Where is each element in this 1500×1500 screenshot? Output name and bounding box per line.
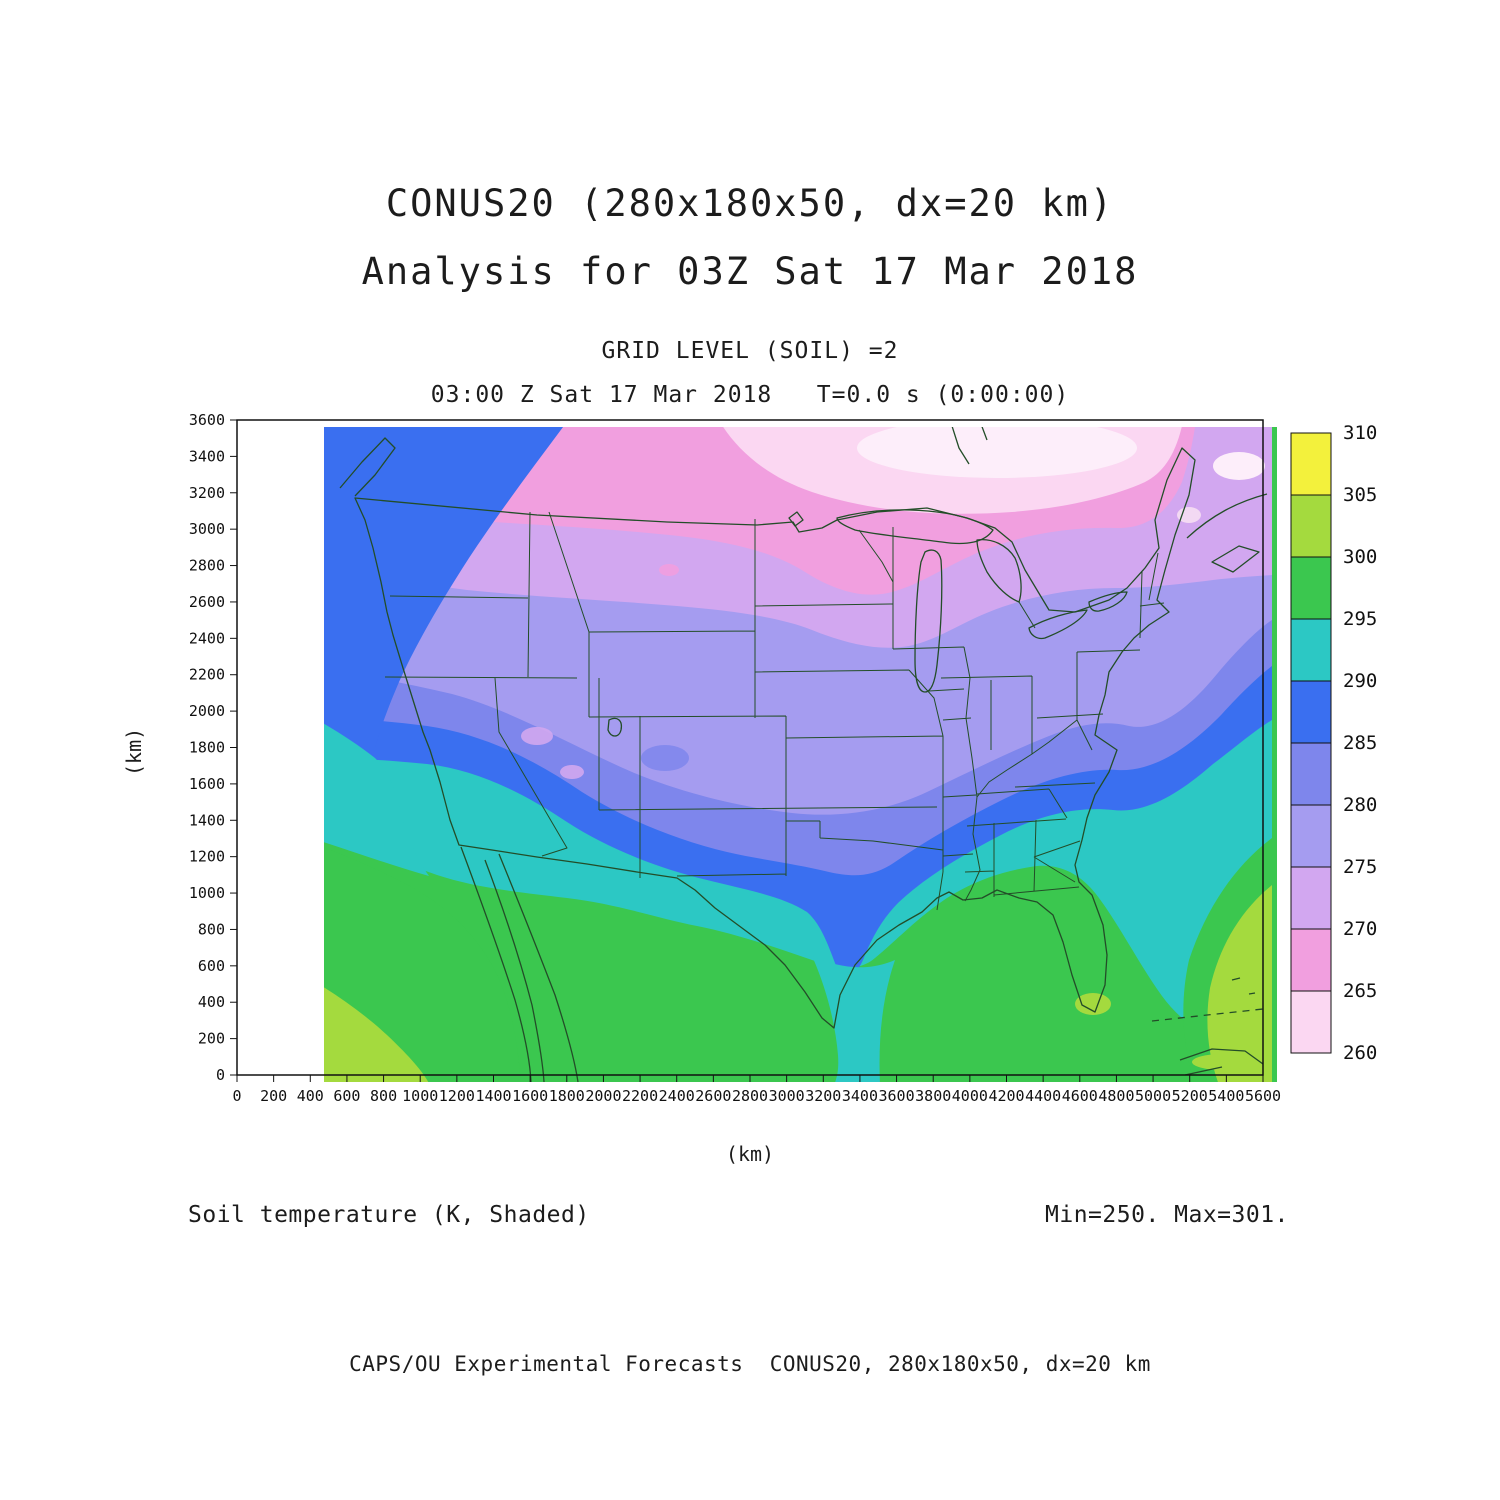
svg-text:1400: 1400	[189, 811, 225, 829]
svg-text:275.: 275.	[1343, 856, 1380, 878]
svg-text:295.: 295.	[1343, 608, 1380, 630]
colorbar: 310. 305. 300. 295. 290. 285. 280. 275. 270. 265.…	[1290, 422, 1380, 1064]
svg-text:5600: 5600	[1245, 1087, 1281, 1105]
svg-text:800: 800	[198, 920, 225, 938]
model-title: CONUS20 (280x180x50, dx=20 km)	[385, 182, 1115, 225]
svg-text:800: 800	[370, 1087, 397, 1105]
x-axis-title: (km)	[725, 1142, 775, 1166]
svg-text:200: 200	[198, 1030, 225, 1048]
svg-text:305.: 305.	[1343, 484, 1380, 506]
svg-text:200: 200	[260, 1087, 287, 1105]
svg-text:0: 0	[232, 1087, 241, 1105]
svg-text:2200: 2200	[189, 666, 225, 684]
svg-text:1600: 1600	[512, 1087, 548, 1105]
svg-text:280.: 280.	[1343, 794, 1380, 816]
svg-text:0: 0	[216, 1066, 225, 1084]
svg-text:4800: 4800	[1098, 1087, 1134, 1105]
svg-text:400: 400	[297, 1087, 324, 1105]
svg-text:3000: 3000	[189, 520, 225, 538]
svg-text:600: 600	[333, 1087, 360, 1105]
analysis-title: Analysis for 03Z Sat 17 Mar 2018	[361, 250, 1139, 293]
svg-text:5000: 5000	[1135, 1087, 1171, 1105]
svg-text:270.: 270.	[1343, 918, 1380, 940]
svg-text:3200: 3200	[189, 484, 225, 502]
svg-text:4200: 4200	[988, 1087, 1024, 1105]
y-axis-title: (km)	[122, 727, 146, 776]
svg-text:2600: 2600	[695, 1087, 731, 1105]
map-shading	[324, 427, 1277, 1082]
svg-text:1200: 1200	[189, 848, 225, 866]
svg-text:4400: 4400	[1025, 1087, 1061, 1105]
svg-text:2200: 2200	[622, 1087, 658, 1105]
svg-text:5400: 5400	[1208, 1087, 1244, 1105]
svg-text:1800: 1800	[189, 739, 225, 757]
field-label: Soil temperature (K, Shaded)	[188, 1202, 590, 1228]
soil-temperature-plot: 0 200 400 600 800 1000 1200 1400 1600 1800 2000 220…	[189, 413, 1380, 1105]
svg-text:4000: 4000	[952, 1087, 988, 1105]
state-borders	[384, 511, 1165, 911]
grid-level-label: GRID LEVEL (SOIL) =2	[601, 338, 899, 364]
svg-text:2800: 2800	[732, 1087, 768, 1105]
svg-text:265.: 265.	[1343, 980, 1380, 1002]
x-axis-ticks: 0 200 400 600 800 1000 1200 1400 1600 1800 2000 220…	[232, 1075, 1281, 1105]
minmax-label: Min=250. Max=301.	[1045, 1202, 1289, 1228]
svg-text:5200: 5200	[1172, 1087, 1208, 1105]
svg-text:3600: 3600	[189, 413, 225, 429]
coastline	[339, 427, 1268, 1082]
svg-text:2800: 2800	[189, 557, 225, 575]
svg-text:3600: 3600	[879, 1087, 915, 1105]
svg-text:1400: 1400	[475, 1087, 511, 1105]
y-axis-ticks: 0 200 400 600 800 1000 1200 1400 1600 1800 2000 220…	[189, 413, 237, 1084]
svg-text:2400: 2400	[659, 1087, 695, 1105]
svg-text:2000: 2000	[585, 1087, 621, 1105]
svg-text:310.: 310.	[1343, 422, 1380, 444]
svg-text:400: 400	[198, 993, 225, 1011]
svg-text:4600: 4600	[1062, 1087, 1098, 1105]
svg-text:2000: 2000	[189, 702, 225, 720]
svg-text:3000: 3000	[769, 1087, 805, 1105]
svg-text:1200: 1200	[439, 1087, 475, 1105]
svg-text:300.: 300.	[1343, 546, 1380, 568]
svg-text:600: 600	[198, 957, 225, 975]
svg-text:260.: 260.	[1343, 1042, 1380, 1064]
svg-text:1000: 1000	[402, 1087, 438, 1105]
valid-time-label: 03:00 Z Sat 17 Mar 2018 T=0.0 s (0:00:00…	[430, 382, 1070, 408]
svg-text:3200: 3200	[805, 1087, 841, 1105]
svg-text:2400: 2400	[189, 629, 225, 647]
svg-text:1800: 1800	[549, 1087, 585, 1105]
svg-text:3400: 3400	[842, 1087, 878, 1105]
svg-text:1600: 1600	[189, 775, 225, 793]
svg-text:1000: 1000	[189, 884, 225, 902]
footer-credit: CAPS/OU Experimental Forecasts CONUS20, …	[349, 1352, 1151, 1376]
svg-text:285.: 285.	[1343, 732, 1380, 754]
svg-text:3400: 3400	[189, 447, 225, 465]
svg-text:3800: 3800	[915, 1087, 951, 1105]
svg-text:290.: 290.	[1343, 670, 1380, 692]
svg-text:2600: 2600	[189, 593, 225, 611]
